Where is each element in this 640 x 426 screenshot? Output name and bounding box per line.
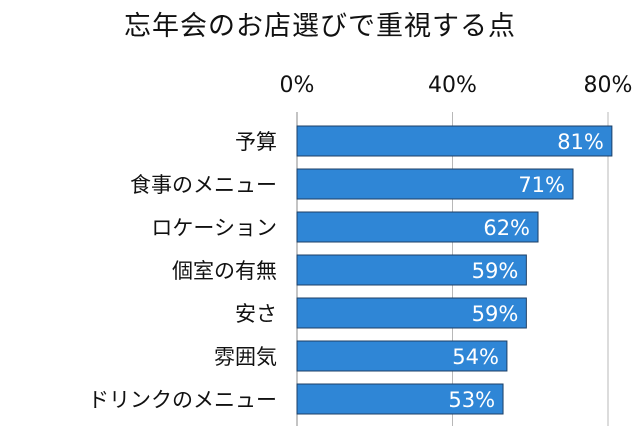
bar-value-label: 59% bbox=[472, 302, 519, 326]
bar-value-label: 54% bbox=[452, 345, 499, 369]
bar-value-label: 71% bbox=[518, 173, 565, 197]
bar bbox=[296, 125, 613, 157]
bar-value-label: 53% bbox=[448, 388, 495, 412]
x-tick-label: 80% bbox=[584, 73, 633, 98]
bar bbox=[296, 297, 527, 329]
bar-value-label: 62% bbox=[483, 216, 530, 240]
bar bbox=[296, 211, 539, 243]
bar-value-label: 59% bbox=[472, 259, 519, 283]
category-label: ロケーション bbox=[151, 216, 277, 240]
bar bbox=[296, 383, 504, 415]
bar bbox=[296, 254, 527, 286]
chart-title: 忘年会のお店選びで重視する点 bbox=[124, 11, 516, 42]
bar bbox=[296, 168, 574, 200]
category-label: 安さ bbox=[235, 302, 277, 326]
category-label: 予算 bbox=[235, 130, 277, 154]
category-label: ドリンクのメニュー bbox=[88, 388, 277, 412]
axis: 0% 40% 80% bbox=[280, 73, 633, 426]
bar bbox=[296, 340, 508, 372]
category-label: 雰囲気 bbox=[214, 345, 277, 369]
bar-value-label: 81% bbox=[557, 130, 604, 154]
bars bbox=[296, 125, 613, 415]
category-label: 個室の有無 bbox=[172, 259, 277, 283]
labels: 81% 予算 71% 食事のメニュー 62% ロケーション 59% 個室の有無 59% 安さ 54%… bbox=[88, 130, 604, 412]
x-tick-label: 40% bbox=[428, 73, 477, 98]
category-label: 食事のメニュー bbox=[130, 173, 277, 197]
x-tick-label: 0% bbox=[280, 73, 315, 98]
